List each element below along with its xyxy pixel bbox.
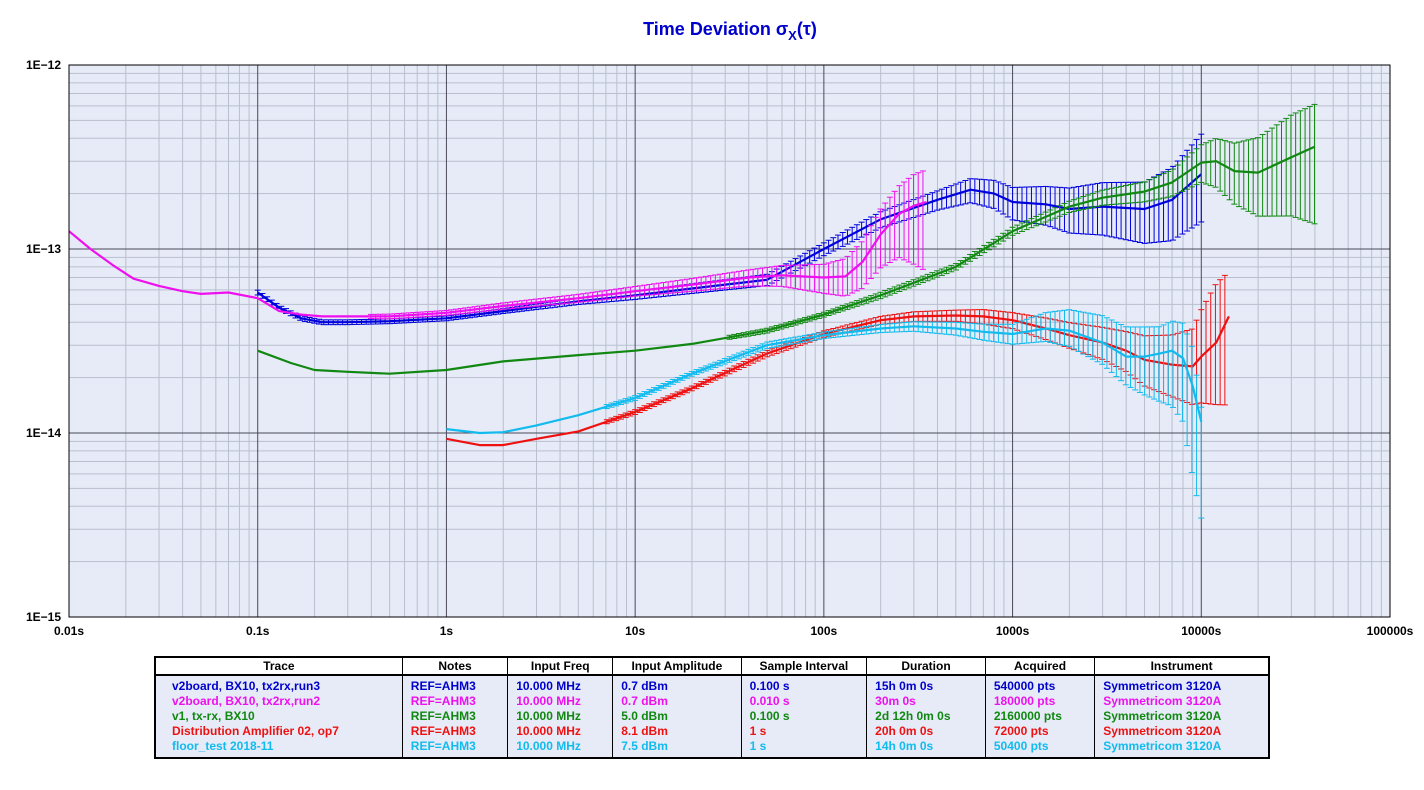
table-cell: 10.000 MHz	[507, 709, 614, 724]
series-line	[68, 200, 927, 318]
table-row: v2board, BX10, tx2rx,run2 REF=AHM3 10.000 …	[154, 694, 1270, 709]
table-row: Distribution Amplifier 02, op7 REF=AHM3 10…	[154, 724, 1270, 739]
table-cell: Symmetricom 3120A	[1094, 724, 1270, 739]
table-cell: 10.000 MHz	[507, 694, 614, 709]
plot-border	[68, 64, 1391, 618]
table-cell: 0.7 dBm	[612, 694, 742, 709]
chart-title: Time Deviation σX(τ)	[643, 19, 817, 43]
table-cell: 1 s	[740, 739, 868, 758]
table-header-cell: Acquired	[984, 656, 1096, 676]
table-cell: 540000 pts	[984, 675, 1096, 694]
table-row: v1, tx-rx, BX10 REF=AHM3 10.000 MHz 5.0 dBm…	[154, 709, 1270, 724]
table-cell: 10.000 MHz	[507, 724, 614, 739]
x-tick-label: 1000s	[996, 624, 1030, 638]
table-cell: 0.010 s	[740, 694, 868, 709]
table-cell: floor_test 2018-11	[154, 739, 403, 758]
table-cell: REF=AHM3	[401, 739, 509, 758]
time-deviation-chart: Time Deviation σX(τ) 0.01s 0.1s 1s 10s 100s 1…	[26, 19, 1414, 638]
table-body: v2board, BX10, tx2rx,run3 REF=AHM3 10.000 …	[154, 675, 1270, 758]
table-cell: REF=AHM3	[401, 675, 509, 694]
series-line	[257, 145, 1316, 375]
y-tick-label: 1E−13	[26, 242, 61, 256]
table-row: v2board, BX10, tx2rx,run3 REF=AHM3 10.000 …	[154, 675, 1270, 694]
table-cell: 14h 0m 0s	[866, 739, 986, 758]
x-tick-label: 0.01s	[54, 624, 84, 638]
table-cell: 2160000 pts	[984, 709, 1096, 724]
table-cell: 5.0 dBm	[612, 709, 742, 724]
table-cell: Symmetricom 3120A	[1094, 694, 1270, 709]
x-tick-label: 0.1s	[246, 624, 270, 638]
x-tick-label: 100s	[811, 624, 838, 638]
table-cell: Symmetricom 3120A	[1094, 739, 1270, 758]
table-header-cell: Trace	[154, 656, 403, 676]
table-cell: 10.000 MHz	[507, 739, 614, 758]
table-cell: 15h 0m 0s	[866, 675, 986, 694]
table-cell: Distribution Amplifier 02, op7	[154, 724, 403, 739]
series-line	[446, 325, 1203, 435]
table-cell: REF=AHM3	[401, 724, 509, 739]
y-axis-tick-labels: 1E−12 1E−13 1E−14 1E−15	[26, 58, 61, 624]
x-tick-label: 10s	[625, 624, 645, 638]
table-header-cell: Input Amplitude	[612, 656, 742, 676]
y-tick-label: 1E−14	[26, 426, 61, 440]
table-header-cell: Duration	[866, 656, 986, 676]
series-line	[446, 314, 1230, 447]
x-tick-label: 10000s	[1181, 624, 1221, 638]
series-line	[257, 173, 1203, 324]
table-cell: 180000 pts	[984, 694, 1096, 709]
minor-grid	[69, 65, 1390, 617]
x-tick-label: 1s	[440, 624, 454, 638]
table-cell: v2board, BX10, tx2rx,run3	[154, 675, 403, 694]
table-cell: 20h 0m 0s	[866, 724, 986, 739]
table-cell: 1 s	[740, 724, 868, 739]
table-cell: v1, tx-rx, BX10	[154, 709, 403, 724]
table-row: floor_test 2018-11 REF=AHM3 10.000 MHz 7.5 …	[154, 739, 1270, 758]
x-tick-label: 100000s	[1367, 624, 1414, 638]
table-cell: Symmetricom 3120A	[1094, 709, 1270, 724]
table-cell: 0.100 s	[740, 709, 868, 724]
table-header-cell: Notes	[401, 656, 509, 676]
table-cell: 72000 pts	[984, 724, 1096, 739]
chart-title-sub: X	[788, 28, 797, 43]
series-layer	[68, 103, 1318, 519]
table-cell: 0.100 s	[740, 675, 868, 694]
table-cell: 8.1 dBm	[612, 724, 742, 739]
series-v2board-run2	[68, 170, 927, 320]
table-cell: REF=AHM3	[401, 709, 509, 724]
trace-info-table: Trace Notes Input Freq Input Amplitude Sampl…	[154, 656, 1270, 759]
table-cell: REF=AHM3	[401, 694, 509, 709]
table-cell: 30m 0s	[866, 694, 986, 709]
table-cell: v2board, BX10, tx2rx,run2	[154, 694, 403, 709]
table-header-row: Trace Notes Input Freq Input Amplitude Sampl…	[154, 656, 1270, 676]
x-axis-tick-labels: 0.01s 0.1s 1s 10s 100s 1000s 10000s 100000s	[54, 624, 1414, 638]
table-header-cell: Sample Interval	[740, 656, 868, 676]
table-cell: 7.5 dBm	[612, 739, 742, 758]
table-cell: 10.000 MHz	[507, 675, 614, 694]
series-floor-test	[446, 309, 1205, 519]
series-v1-tx-rx	[257, 103, 1318, 375]
table-cell: 50400 pts	[984, 739, 1096, 758]
table-header-cell: Instrument	[1094, 656, 1270, 676]
plot-area	[69, 65, 1390, 617]
y-tick-label: 1E−12	[26, 58, 61, 72]
table-cell: 2d 12h 0m 0s	[866, 709, 986, 724]
table-header-cell: Input Freq	[507, 656, 614, 676]
chart-title-tail: (τ)	[797, 19, 817, 39]
chart-title-main: Time Deviation σ	[643, 19, 788, 39]
table-cell: 0.7 dBm	[612, 675, 742, 694]
y-tick-label: 1E−15	[26, 610, 61, 624]
table-cell: Symmetricom 3120A	[1094, 675, 1270, 694]
